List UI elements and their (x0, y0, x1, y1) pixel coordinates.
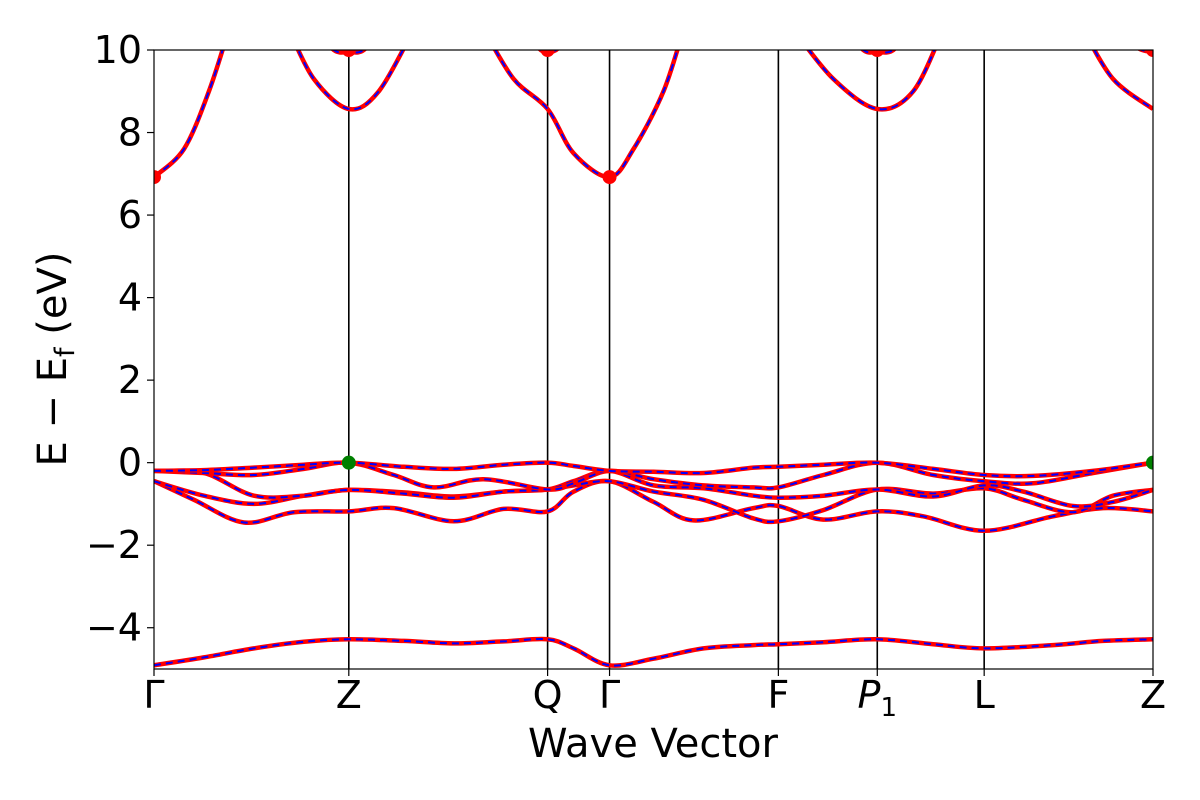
band-14-dashed (1139, 50, 1153, 54)
y-tick-label-5: 6 (118, 193, 142, 237)
band-0-dashed (154, 638, 1153, 667)
y-axis-title-sub: f (50, 346, 81, 357)
marker-0 (154, 170, 161, 185)
y-tick-label-4: 4 (118, 276, 142, 320)
kpoint-divider-lines (348, 50, 985, 669)
y-axis-title-main: E − E (30, 357, 76, 467)
band-14-solid (1137, 50, 1153, 55)
band-1-dashed (154, 479, 1153, 532)
x-tick-label-5: P1 (858, 673, 897, 723)
x-axis: Γ Z Q Γ F P1 L Z (143, 669, 1166, 723)
x-tick-label-7: Z (1140, 673, 1166, 717)
band-11-dashed (807, 50, 936, 111)
band-13-dashed (1093, 50, 1153, 110)
x-tick-label-6: L (974, 673, 995, 717)
marker-4 (870, 50, 885, 57)
band-10-dashed (539, 50, 558, 54)
marker-3 (540, 50, 555, 57)
y-tick-label-0: −4 (86, 606, 142, 650)
band-7-dashed (297, 50, 405, 111)
marker-7 (1146, 455, 1153, 470)
plot-frame (153, 49, 1154, 670)
y-tick-label-1: −2 (86, 523, 142, 567)
band-6-solid (154, 50, 225, 179)
band-9-solid (492, 50, 680, 180)
marker-6 (341, 455, 356, 470)
y-axis-title-unit: (eV) (30, 252, 76, 348)
marker-1 (602, 170, 617, 185)
x-tick-label-1: Z (336, 673, 362, 717)
x-tick-label-2: Q (533, 673, 563, 717)
band-markers (154, 50, 1153, 470)
band-12-dashed (861, 50, 895, 54)
band-0-solid (154, 636, 1153, 668)
band-6-dashed (154, 50, 224, 178)
y-axis-title: E − Ef (eV) (30, 252, 81, 467)
x-tick-label-3: Γ (599, 673, 620, 717)
y-tick-label-7: 10 (94, 28, 142, 72)
band-9-dashed (494, 50, 679, 179)
y-tick-label-6: 8 (118, 111, 142, 155)
band-lines (154, 50, 1153, 668)
band-11-solid (806, 50, 937, 112)
band-12-solid (860, 50, 897, 55)
band-13-solid (1091, 50, 1153, 111)
y-tick-label-3: 2 (118, 358, 142, 402)
band-3-dashed (154, 469, 1153, 508)
x-axis-title: Wave Vector (528, 721, 779, 767)
band-8-dashed (332, 50, 366, 54)
band-5-dashed (154, 461, 1153, 478)
band-7-solid (295, 50, 406, 112)
marker-2 (341, 50, 356, 57)
marker-5 (1146, 50, 1153, 57)
y-axis: −4 −2 0 2 4 6 8 10 (86, 28, 154, 650)
band-8-solid (330, 50, 368, 55)
x-tick-label-0: Γ (143, 673, 164, 717)
x-tick-label-4: F (767, 673, 789, 717)
band-10-solid (537, 50, 560, 55)
y-tick-label-2: 0 (118, 441, 142, 485)
